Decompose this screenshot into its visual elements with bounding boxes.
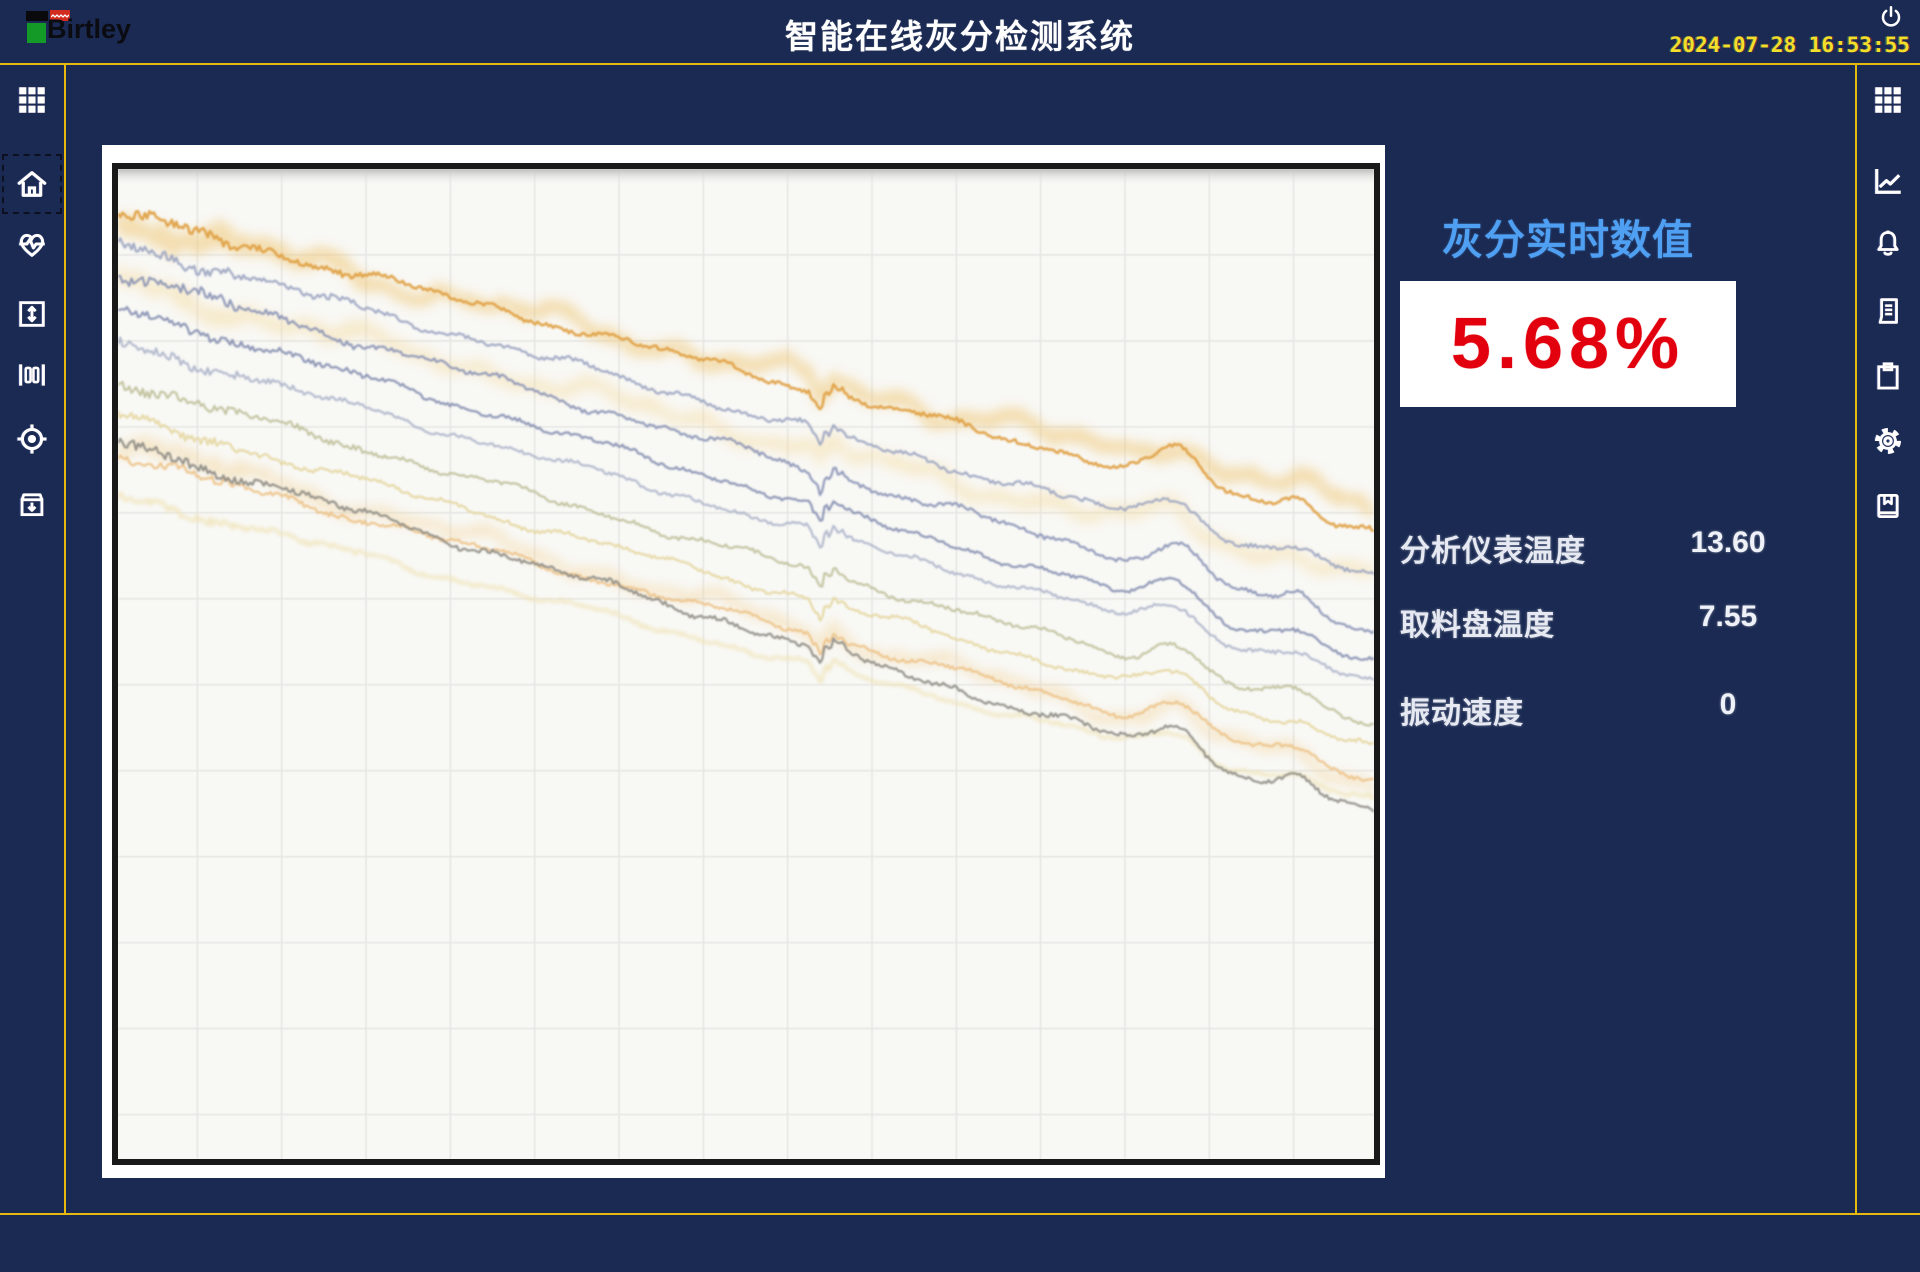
- sidebar-item-archive[interactable]: [4, 476, 60, 532]
- sidebar-item-level[interactable]: [4, 286, 60, 342]
- analyzer-temp-label: 分析仪表温度: [1400, 535, 1586, 568]
- measurement-row: 分析仪表温度 13.60: [1400, 526, 1792, 570]
- ash-realtime-heading: 灰分实时数值: [1442, 217, 1694, 263]
- page-title: 智能在线灰分检测系统: [785, 18, 1135, 55]
- vibration-speed-value: 0: [1719, 688, 1737, 721]
- measurement-row: 振动速度 0: [1400, 688, 1792, 732]
- book-save-icon: [1877, 493, 1899, 519]
- sidebar-item-grid[interactable]: [4, 72, 60, 128]
- trend-chart-svg: [118, 169, 1374, 1159]
- vertical-resize-icon: [19, 301, 45, 327]
- grid-icon: [1875, 87, 1901, 113]
- header-bar: Birtley 智能在线灰分检测系统 2024-07-28 16:53:55: [0, 0, 1920, 63]
- right-sidebar: [1856, 65, 1920, 1213]
- measurement-rows: 分析仪表温度 13.60 取料盘温度 7.55 振动速度 0: [1400, 526, 1792, 732]
- grid-icon: [19, 87, 45, 113]
- logo-black-square: [26, 11, 48, 21]
- frame-line-right: [1855, 65, 1857, 1213]
- sidebar-item-gauges[interactable]: [4, 347, 60, 403]
- sidebar-item-trends[interactable]: [1860, 153, 1916, 209]
- sidebar-item-records[interactable]: [1860, 478, 1916, 534]
- analyzer-temp-value: 13.60: [1690, 526, 1766, 559]
- logo-green-square: [27, 23, 46, 43]
- logo-wave-icon: [51, 14, 69, 18]
- logo: Birtley: [26, 8, 226, 56]
- gauge-bars-icon: [19, 364, 45, 386]
- target-icon: [17, 424, 47, 454]
- sidebar-item-tasks[interactable]: [1860, 348, 1916, 404]
- logo-text: Birtley: [47, 14, 132, 44]
- archive-down-icon: [20, 493, 44, 517]
- sidebar-item-settings[interactable]: [1860, 413, 1916, 469]
- sidebar-item-alarms[interactable]: [1860, 215, 1916, 271]
- frame-line-left: [64, 65, 66, 1213]
- frame-line-bottom: [0, 1213, 1920, 1215]
- clipboard-icon: [1877, 362, 1899, 390]
- sidebar-item-target[interactable]: [4, 411, 60, 467]
- tray-temp-value: 7.55: [1698, 600, 1758, 633]
- sidebar-item-home[interactable]: [2, 154, 62, 214]
- left-sidebar: [0, 65, 64, 1213]
- power-icon[interactable]: [1878, 4, 1904, 30]
- sidebar-item-health[interactable]: [4, 216, 60, 272]
- bell-icon: [1877, 230, 1899, 256]
- heart-pulse-icon: [19, 233, 45, 258]
- trend-chart-card: [102, 145, 1385, 1178]
- report-icon: [1878, 298, 1898, 324]
- tray-temp-label: 取料盘温度: [1400, 609, 1555, 642]
- line-chart-icon: [1875, 169, 1901, 194]
- logo-red-square: [50, 10, 70, 21]
- datetime-display: 2024-07-28 16:53:55: [1669, 33, 1910, 57]
- ash-value: 5.68%: [1450, 304, 1686, 384]
- sidebar-item-grid-right[interactable]: [1860, 72, 1916, 128]
- ash-value-box: 5.68%: [1400, 281, 1736, 407]
- home-icon: [17, 171, 47, 197]
- sidebar-item-reports[interactable]: [1860, 283, 1916, 339]
- gear-icon: [1875, 428, 1901, 454]
- vibration-speed-label: 振动速度: [1400, 697, 1524, 730]
- trend-chart-plot: [112, 163, 1380, 1165]
- measurement-row: 取料盘温度 7.55: [1400, 600, 1792, 644]
- frame-line-top: [0, 63, 1920, 65]
